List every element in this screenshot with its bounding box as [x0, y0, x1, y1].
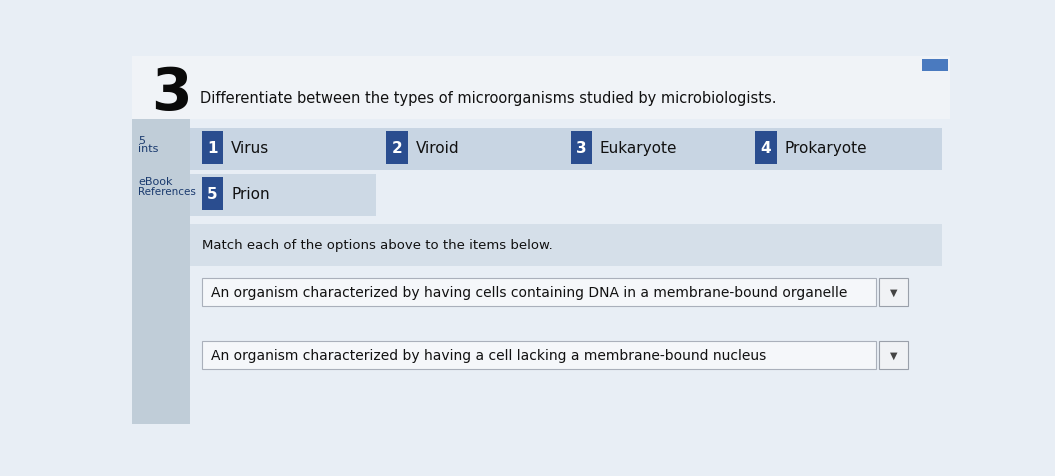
Bar — [571, 132, 592, 165]
Text: Viroid: Viroid — [416, 141, 459, 156]
Text: 4: 4 — [761, 141, 771, 156]
Text: 5: 5 — [207, 187, 217, 202]
Bar — [202, 341, 876, 369]
Text: Prokaryote: Prokaryote — [785, 141, 867, 156]
Bar — [190, 129, 942, 171]
Bar — [132, 120, 190, 424]
Bar — [190, 175, 376, 217]
Bar — [922, 60, 948, 72]
Text: Prion: Prion — [231, 187, 270, 202]
Text: Eukaryote: Eukaryote — [600, 141, 677, 156]
Bar — [202, 278, 876, 306]
Text: Differentiate between the types of microorganisms studied by microbiologists.: Differentiate between the types of micro… — [200, 90, 776, 105]
Text: eBook: eBook — [138, 176, 173, 186]
Bar — [190, 225, 942, 267]
Text: Match each of the options above to the items below.: Match each of the options above to the i… — [202, 239, 553, 252]
Bar — [879, 278, 908, 306]
Text: An organism characterized by having cells containing DNA in a membrane-bound org: An organism characterized by having cell… — [211, 285, 847, 299]
Text: 3: 3 — [576, 141, 587, 156]
Text: 2: 2 — [391, 141, 402, 156]
Bar — [386, 132, 408, 165]
Text: 5: 5 — [138, 136, 146, 146]
Text: An organism characterized by having a cell lacking a membrane-bound nucleus: An organism characterized by having a ce… — [211, 348, 766, 362]
Bar — [132, 57, 950, 120]
Text: References: References — [138, 186, 196, 196]
Text: Virus: Virus — [231, 141, 269, 156]
Text: ▼: ▼ — [890, 350, 898, 360]
Bar — [879, 341, 908, 369]
Bar — [202, 178, 224, 211]
Bar — [202, 132, 224, 165]
Text: 1: 1 — [207, 141, 217, 156]
Text: 3: 3 — [151, 65, 192, 122]
Bar — [755, 132, 776, 165]
Text: ints: ints — [138, 144, 158, 154]
Text: ▼: ▼ — [890, 287, 898, 297]
